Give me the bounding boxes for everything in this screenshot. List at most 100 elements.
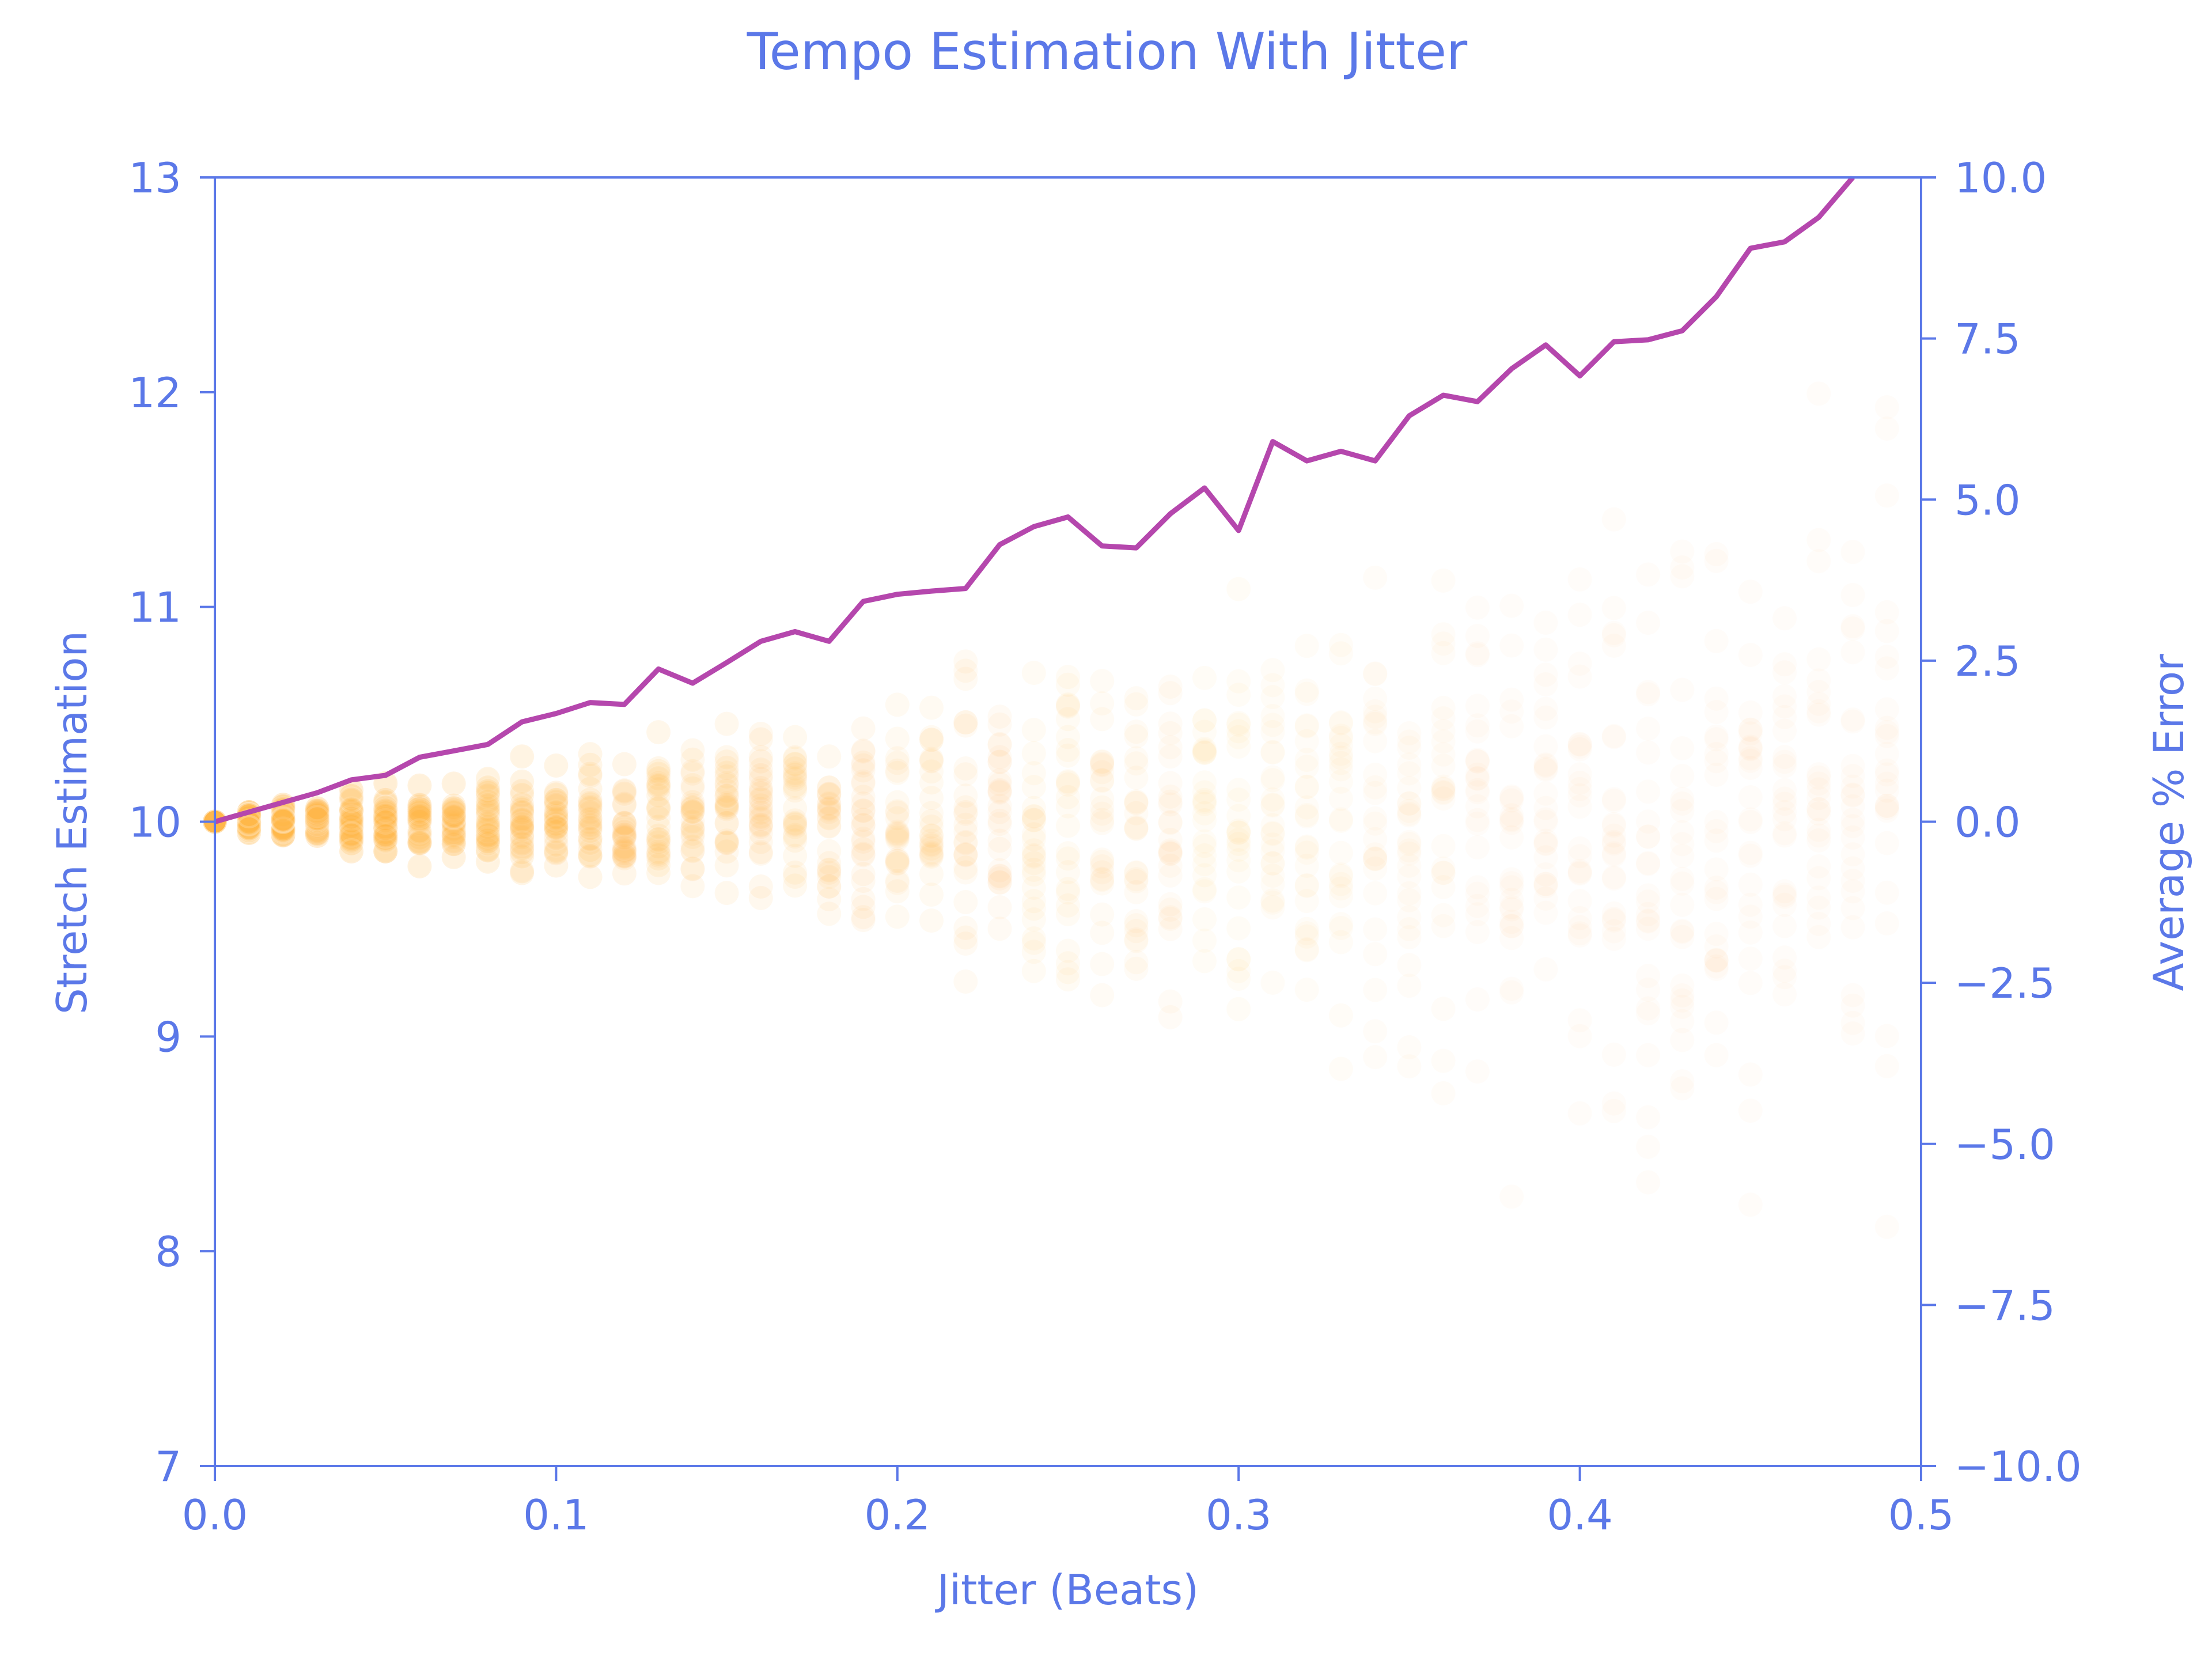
scatter-point (304, 802, 331, 829)
scatter-point (1192, 741, 1217, 765)
scatter-point (1841, 640, 1865, 664)
scatter-point (1056, 860, 1080, 884)
scatter-point (372, 794, 399, 821)
scatter-point (645, 842, 672, 869)
scatter-point (1670, 678, 1694, 702)
scatter-point (816, 804, 843, 831)
scatter-point (372, 824, 399, 851)
scatter-point (1294, 854, 1319, 878)
scatter-point (782, 762, 809, 789)
scatter-point (1568, 603, 1592, 627)
scatter-point (747, 726, 774, 753)
scatter-point (816, 781, 843, 808)
scatter-point (509, 835, 536, 862)
scatter-point (1260, 888, 1285, 913)
scatter-point (372, 838, 399, 865)
scatter-point (440, 830, 467, 857)
scatter-point (474, 788, 501, 815)
scatter-point (679, 838, 706, 865)
scatter-point (1397, 776, 1422, 800)
scatter-point (577, 760, 604, 787)
scatter-point (1670, 736, 1694, 760)
scatter-point (1738, 971, 1763, 995)
scatter-point (1294, 748, 1319, 772)
scatter-point (918, 840, 945, 868)
scatter-point (304, 801, 331, 828)
scatter-point (850, 738, 877, 765)
scatter-point (440, 808, 467, 835)
scatter-point (1875, 779, 1899, 803)
scatter-point (1397, 832, 1422, 857)
scatter-point (747, 873, 774, 900)
scatter-point (987, 794, 1012, 818)
scatter-point (747, 762, 774, 789)
scatter-point (474, 778, 501, 805)
scatter-point (1363, 704, 1388, 729)
scatter-point (270, 818, 297, 845)
scatter-point (782, 859, 809, 886)
scatter-point (747, 744, 774, 771)
scatter-point (747, 839, 774, 865)
scatter-point (747, 812, 774, 839)
scatter-point (1875, 724, 1899, 748)
scatter-point (1705, 549, 1729, 573)
scatter-point (1090, 707, 1115, 732)
scatter-point (1363, 847, 1388, 872)
scatter-point (1260, 832, 1285, 857)
scatter-point (406, 853, 433, 880)
scatter-point (270, 807, 297, 834)
scatter-point (713, 794, 740, 821)
scatter-point (1260, 890, 1285, 915)
scatter-point (850, 861, 877, 888)
scatter-point (1056, 725, 1080, 749)
scatter-point (543, 852, 570, 879)
scatter-point (543, 799, 570, 825)
average-error-line (214, 176, 1855, 824)
y2-tick-label: 2.5 (1955, 637, 2021, 685)
scatter-point (270, 805, 297, 832)
scatter-point (952, 712, 979, 739)
scatter-point (1090, 921, 1115, 945)
scatter-point (816, 774, 843, 801)
scatter-point (713, 830, 740, 857)
scatter-point (543, 837, 570, 864)
scatter-point (1465, 1059, 1490, 1084)
scatter-point (952, 854, 979, 881)
scatter-point (543, 839, 570, 866)
scatter-point (611, 838, 638, 865)
scatter-point (987, 800, 1012, 824)
scatter-point (1158, 989, 1183, 1014)
scatter-point (884, 798, 911, 825)
scatter-point (747, 721, 774, 747)
scatter-point (440, 811, 467, 838)
scatter-point (782, 766, 809, 793)
scatter-point (1260, 971, 1285, 995)
scatter-point (1056, 743, 1080, 768)
scatter-point (440, 831, 467, 858)
scatter-point (713, 770, 740, 797)
scatter-point (1294, 795, 1319, 820)
scatter-point (1465, 812, 1490, 836)
scatter-point (543, 791, 570, 819)
scatter-point (713, 759, 740, 786)
scatter-point (577, 825, 604, 853)
scatter-point (1705, 887, 1729, 911)
scatter-point (747, 792, 774, 819)
scatter-point (1397, 953, 1422, 978)
scatter-point (1090, 902, 1115, 927)
scatter-point (1465, 624, 1490, 648)
scatter-point (1056, 846, 1080, 871)
scatter-point (816, 857, 843, 884)
scatter-point (713, 710, 740, 737)
scatter-point (1226, 711, 1251, 736)
scatter-point (1226, 683, 1251, 707)
scatter-point (816, 774, 843, 801)
scatter-point (679, 837, 706, 864)
scatter-point (1226, 804, 1251, 828)
scatter-point (1090, 753, 1115, 778)
scatter-point (918, 823, 945, 850)
scatter-point (1260, 673, 1285, 698)
scatter-point (406, 802, 433, 830)
scatter-point (509, 830, 536, 857)
scatter-point (918, 726, 945, 753)
